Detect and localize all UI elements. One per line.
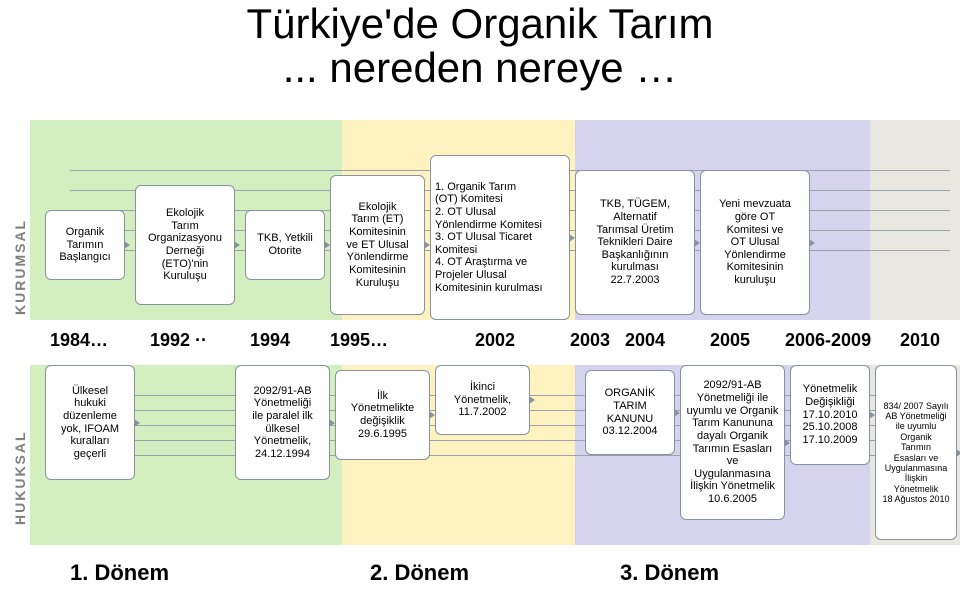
hukuksal-box: ORGANİK TARIM KANUNU 03.12.2004 <box>585 370 675 455</box>
timeline-year: 2006-2009 <box>785 330 871 351</box>
slide-title: Türkiye'de Organik Tarım ... nereden ner… <box>0 2 960 90</box>
kurumsal-box: Yeni mevzuata göre OT Komitesi ve OT Ulu… <box>700 170 810 315</box>
timeline-row: 1984… 1992 ·· 1994 1995… 2002 2003 2004 2005 200… <box>30 330 960 354</box>
hukuksal-box-text: İkinci Yönetmelik, 11.7.2002 <box>454 381 511 419</box>
hukuksal-box-text: Ülkesel hukuki düzenleme yok, IFOAM kura… <box>61 385 119 461</box>
kurumsal-box-text: Yeni mevzuata göre OT Komitesi ve OT Ulu… <box>719 198 791 286</box>
kurumsal-box-text: Ekolojik Tarım Organizasyonu Derneği (ET… <box>148 207 222 283</box>
timeline-year: 2010 <box>900 330 940 351</box>
period-label: 3. Dönem <box>620 560 719 586</box>
box-row-hukuksal: Ülkesel hukuki düzenleme yok, IFOAM kura… <box>30 365 960 520</box>
hukuksal-box: İkinci Yönetmelik, 11.7.2002 <box>435 365 530 435</box>
kurumsal-box-text: Organik Tarımın Başlangıcı <box>59 226 110 264</box>
timeline-year: 1984… <box>50 330 108 351</box>
period-label: 2. Dönem <box>370 560 469 586</box>
hukuksal-box: 834/ 2007 Sayılı AB Yönetmeliği ile uyum… <box>875 365 957 540</box>
kurumsal-box: Ekolojik Tarım Organizasyonu Derneği (ET… <box>135 185 235 305</box>
timeline-year: 1995… <box>330 330 388 351</box>
hukuksal-box-text: ORGANİK TARIM KANUNU 03.12.2004 <box>602 387 657 438</box>
hukuksal-box-text: 834/ 2007 Sayılı AB Yönetmeliği ile uyum… <box>882 401 949 504</box>
hukuksal-box-text: 2092/91-AB Yönetmeliği ile uyumlu ve Org… <box>687 379 779 505</box>
kurumsal-box: TKB, TÜGEM, Alternatif Tarımsal Üretim T… <box>575 170 695 315</box>
kurumsal-box-text: 1. Organik Tarım (OT) Komitesi 2. OT Ulu… <box>435 181 543 295</box>
hukuksal-box: 2092/91-AB Yönetmeliği ile paralel ilk ü… <box>235 365 330 480</box>
kurumsal-box-text: Ekolojik Tarım (ET) Komitesinin ve ET Ul… <box>346 201 408 289</box>
timeline-year: 2003 <box>570 330 610 351</box>
hukuksal-box: Ülkesel hukuki düzenleme yok, IFOAM kura… <box>45 365 135 480</box>
hukuksal-box-text: İlk Yönetmelikte değişiklik 29.6.1995 <box>351 390 415 441</box>
kurumsal-box-text: TKB, TÜGEM, Alternatif Tarımsal Üretim T… <box>596 198 673 286</box>
timeline-year: 2005 <box>710 330 750 351</box>
hukuksal-box: 2092/91-AB Yönetmeliği ile uyumlu ve Org… <box>680 365 785 520</box>
timeline-year: 1992 ·· <box>150 330 207 351</box>
side-label-kurumsal: KURUMSAL <box>12 219 28 315</box>
side-label-hukuksal: HUKUKSAL <box>12 430 28 525</box>
kurumsal-box: Organik Tarımın Başlangıcı <box>45 210 125 280</box>
kurumsal-box: 1. Organik Tarım (OT) Komitesi 2. OT Ulu… <box>430 155 570 320</box>
hukuksal-box: İlk Yönetmelikte değişiklik 29.6.1995 <box>335 370 430 460</box>
kurumsal-box: Ekolojik Tarım (ET) Komitesinin ve ET Ul… <box>330 175 425 315</box>
hukuksal-box: Yönetmelik Değişikliği 17.10.2010 25.10.… <box>790 365 870 465</box>
timeline-year: 1994 <box>250 330 290 351</box>
kurumsal-box-text: TKB, Yetkili Otorite <box>257 232 313 257</box>
box-row-kurumsal: Organik Tarımın Başlangıcı Ekolojik Tarım… <box>30 155 960 315</box>
period-label: 1. Dönem <box>70 560 169 586</box>
title-text: Türkiye'de Organik Tarım ... nereden ner… <box>246 0 713 91</box>
slide: Türkiye'de Organik Tarım ... nereden ner… <box>0 0 960 601</box>
hukuksal-box-text: 2092/91-AB Yönetmeliği ile paralel ilk ü… <box>252 385 313 461</box>
kurumsal-box: TKB, Yetkili Otorite <box>245 210 325 280</box>
hukuksal-box-text: Yönetmelik Değişikliği 17.10.2010 25.10.… <box>802 383 857 446</box>
timeline-year: 2002 <box>475 330 515 351</box>
timeline-year: 2004 <box>625 330 665 351</box>
